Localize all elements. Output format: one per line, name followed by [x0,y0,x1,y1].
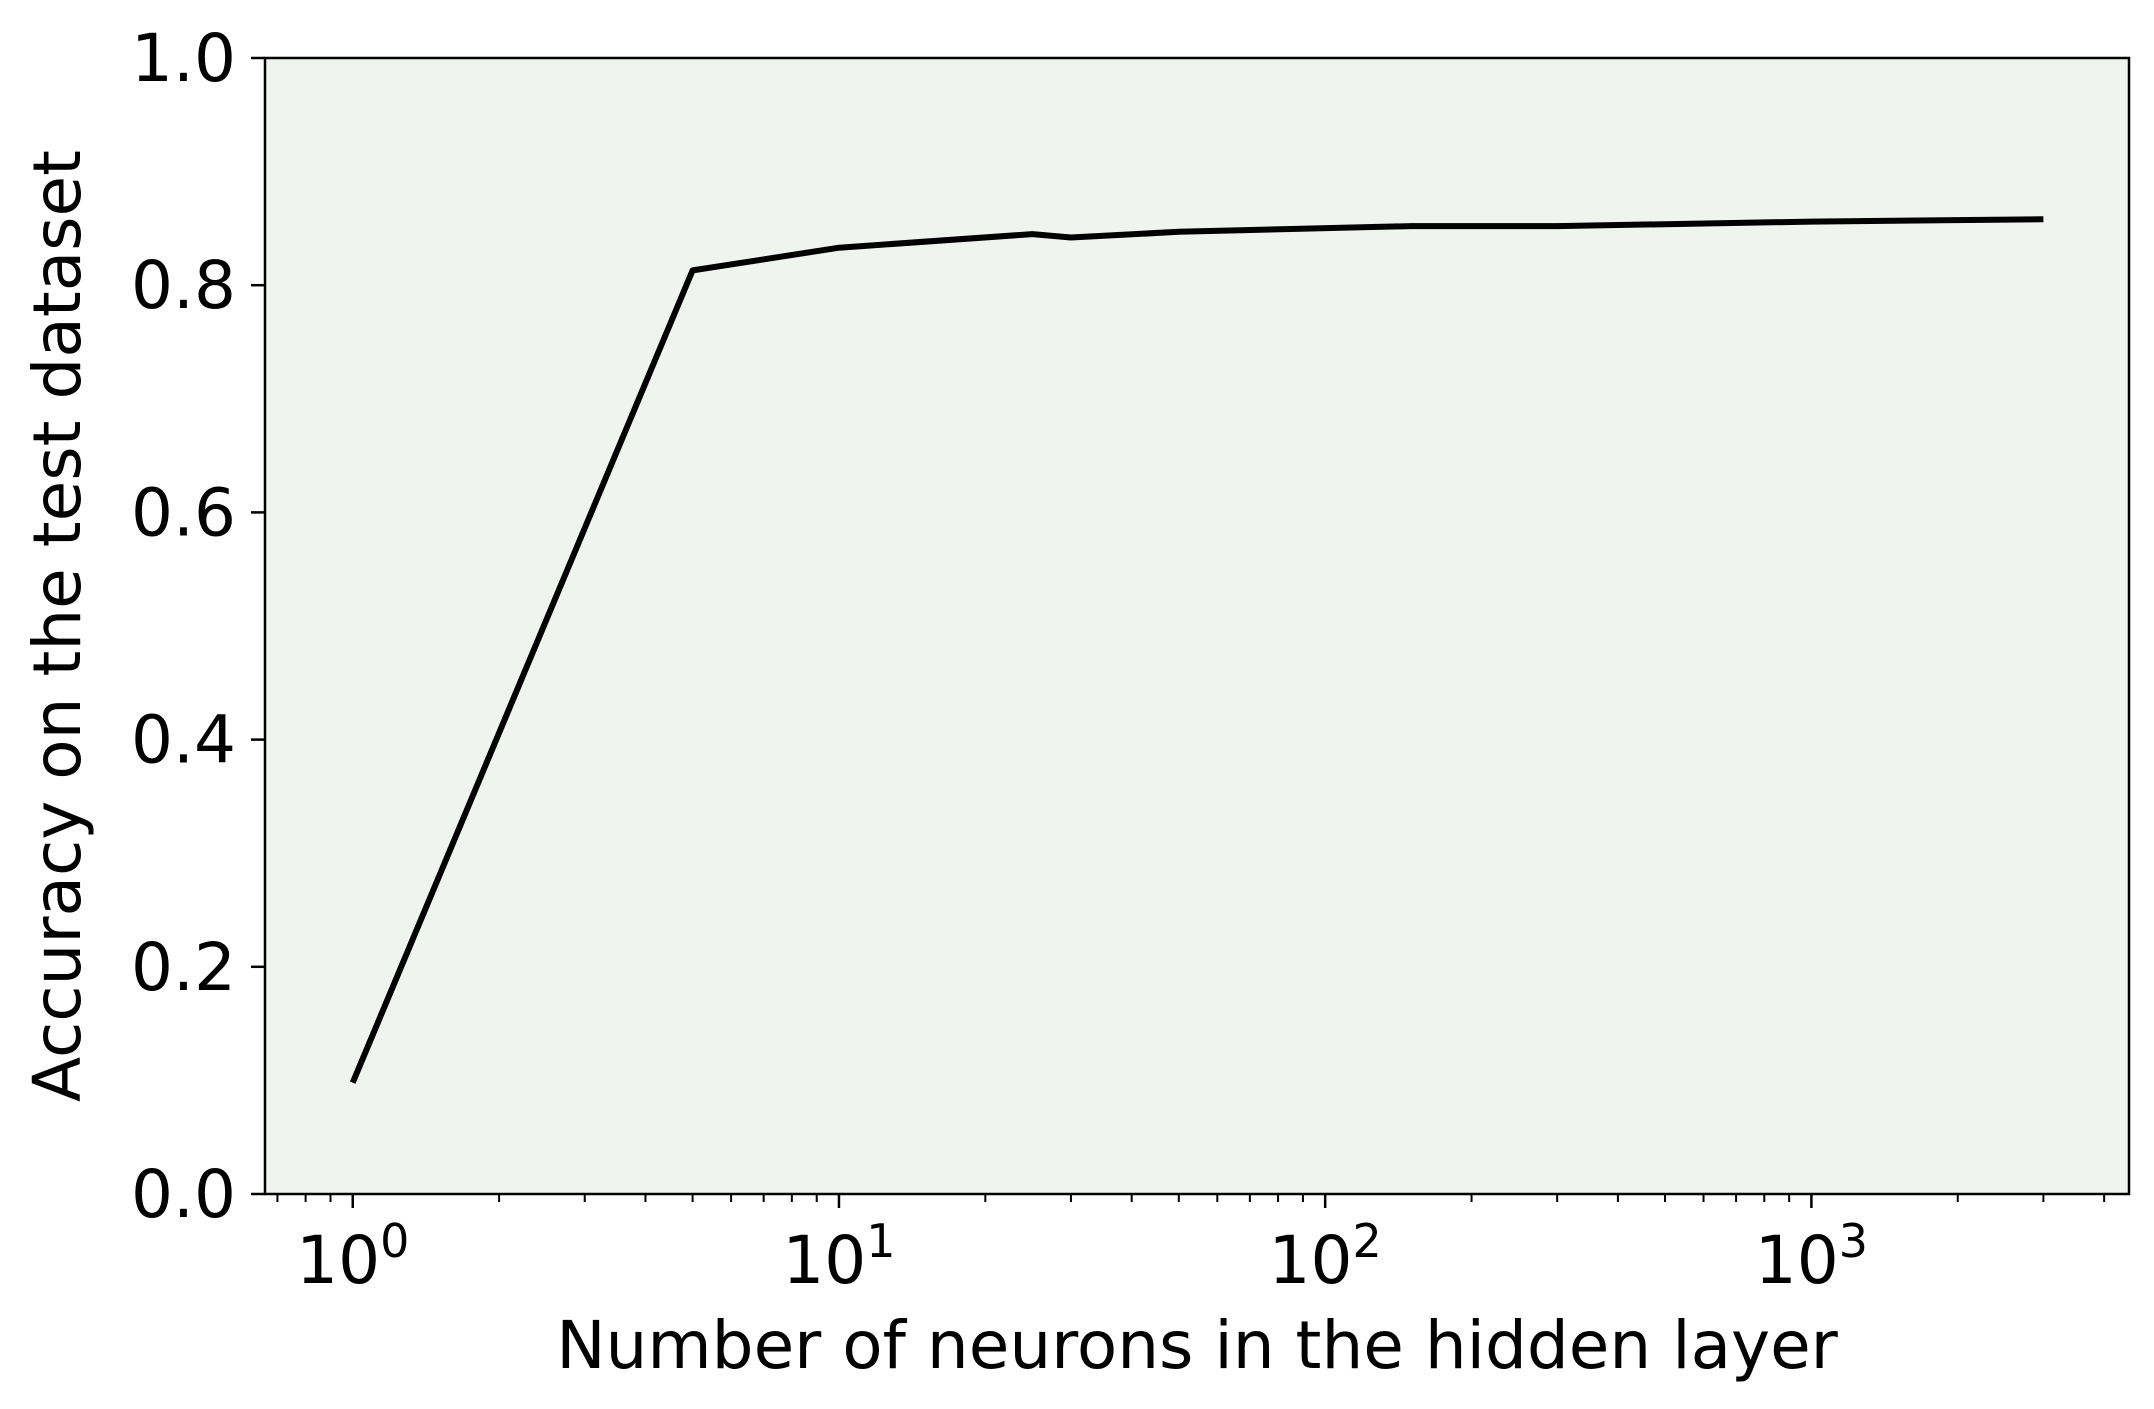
series-line [349,216,2044,1084]
x-minor-ticks [276,1194,2106,1202]
tick-labels: 100 101 102 103 0.0 0.2 0.4 0.6 0.8 1.0 [131,20,1868,1299]
x-tick-label: 100 [296,1214,409,1299]
y-tick-label: 0.2 [131,929,236,1006]
y-tick-label: 0.8 [131,247,236,324]
plot-area-background [265,58,2129,1194]
y-tick-label: 0.4 [131,702,236,779]
y-tick-label: 0.6 [131,474,236,551]
major-ticks [251,56,1813,1208]
y-axis-label: Accuracy on the test dataset [19,150,96,1102]
x-axis-label: Number of neurons in the hidden layer [556,1307,1838,1384]
y-tick-label: 1.0 [131,20,236,97]
y-tick-label: 0.0 [131,1156,236,1233]
x-tick-label: 102 [1269,1214,1382,1299]
series-group [349,216,2044,1084]
plot-frame [263,56,2131,1196]
x-tick-label: 101 [782,1214,895,1299]
x-tick-label: 103 [1755,1214,1868,1299]
